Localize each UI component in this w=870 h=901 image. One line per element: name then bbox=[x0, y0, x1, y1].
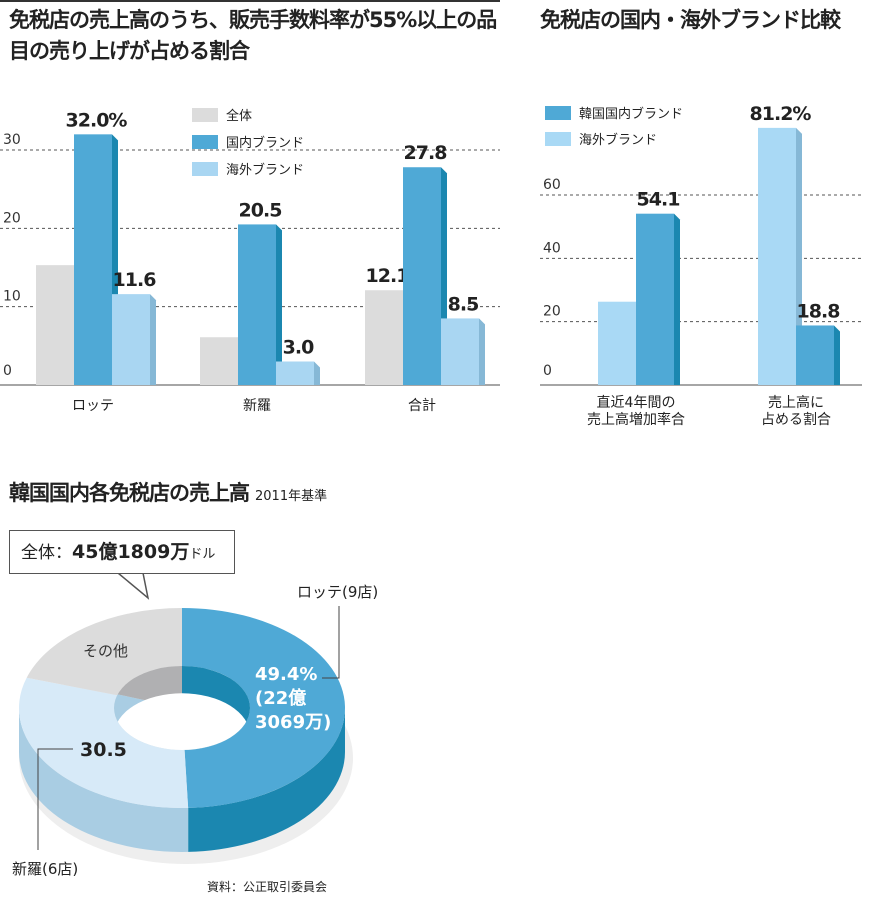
bar-value-label: 8.5 bbox=[448, 293, 479, 315]
y-tick-label: 0 bbox=[3, 363, 12, 379]
y-tick-label: 40 bbox=[543, 240, 561, 256]
source-note: 資料：公正取引委員会 bbox=[207, 880, 328, 894]
legend-label: 国内ブランド bbox=[226, 135, 304, 151]
legend-label: 韓国国内ブランド bbox=[579, 106, 683, 122]
chart3-title: 韓国国内各免税店の売上高 2011年基準 bbox=[9, 478, 327, 512]
y-tick-label: 0 bbox=[543, 363, 552, 379]
bar-side bbox=[276, 224, 282, 385]
bar-2-2 bbox=[441, 318, 479, 385]
bar-value-label: 81.2% bbox=[750, 103, 812, 125]
bar-side bbox=[796, 127, 802, 385]
x-category-label: 合計 bbox=[408, 398, 436, 414]
y-tick-label: 20 bbox=[3, 210, 21, 226]
bar-0-1 bbox=[74, 134, 112, 385]
x-category-label-line: 売上高増加率合 bbox=[587, 411, 685, 428]
y-tick-label: 10 bbox=[3, 289, 21, 305]
donut-wall-0 bbox=[188, 708, 345, 852]
donut-wall-1 bbox=[19, 708, 189, 852]
shilla-leader-line bbox=[37, 748, 73, 850]
legend-swatch bbox=[545, 106, 571, 120]
bar-value-label: 18.8 bbox=[797, 300, 841, 322]
x-category-label: 売上高に占める割合 bbox=[761, 394, 831, 428]
legend-label: 海外ブランド bbox=[226, 162, 304, 178]
hole-bottom bbox=[114, 693, 250, 750]
bar-0-1 bbox=[598, 301, 636, 385]
total-value: 45億1809万 bbox=[72, 541, 190, 563]
y-tick-label: 60 bbox=[543, 177, 561, 193]
bar-side bbox=[834, 325, 840, 385]
legend-label: 全体 bbox=[226, 108, 252, 124]
bar-1-0 bbox=[200, 337, 238, 385]
total-callout: 全体：45億1809万ドル bbox=[9, 530, 235, 574]
donut-slice-1 bbox=[19, 677, 189, 808]
shilla-value-label: 30.5 bbox=[80, 739, 127, 761]
bar-1-2 bbox=[276, 361, 314, 385]
bar-2-1 bbox=[403, 167, 441, 385]
legend-swatch bbox=[192, 108, 218, 122]
x-category-label: 新羅 bbox=[243, 398, 271, 414]
bar-side bbox=[150, 294, 156, 385]
y-tick-label: 20 bbox=[543, 304, 561, 320]
legend-label: 海外ブランド bbox=[579, 132, 657, 148]
bar-1-1 bbox=[758, 127, 796, 385]
legend-swatch bbox=[545, 132, 571, 146]
bar-0-2 bbox=[112, 294, 150, 385]
bar-1-0 bbox=[796, 325, 834, 385]
chart2-title: 免税店の国内・海外ブランド比較 bbox=[540, 8, 841, 32]
total-label: 全体： bbox=[21, 543, 72, 563]
donut-slice-0 bbox=[182, 608, 346, 808]
bar-side bbox=[314, 361, 320, 385]
bar-2-0 bbox=[365, 290, 403, 385]
x-category-label-line: 売上高に bbox=[768, 394, 824, 411]
bar-value-label: 12.1 bbox=[366, 265, 409, 287]
shilla-name-label: 新羅(6店) bbox=[12, 860, 78, 878]
legend-swatch bbox=[192, 162, 218, 176]
bar-value-label: 20.5 bbox=[239, 199, 282, 221]
y-tick-label: 30 bbox=[3, 132, 21, 148]
chart3-title-text: 韓国国内各免税店の売上高 bbox=[9, 481, 250, 505]
bar-side bbox=[479, 318, 485, 385]
callout-pointer bbox=[115, 572, 150, 600]
x-category-label-line: 直近4年間の bbox=[597, 394, 676, 411]
x-category-label-line: 占める割合 bbox=[761, 411, 831, 428]
chart3-subtitle: 2011年基準 bbox=[255, 489, 328, 504]
bar-value-label: 27.8 bbox=[404, 142, 448, 164]
legend-swatch bbox=[192, 135, 218, 149]
top-rule bbox=[0, 0, 500, 2]
bar-value-label: 3.0 bbox=[283, 337, 314, 359]
lotte-name-label: ロッテ(9店) bbox=[297, 583, 378, 601]
bar-value-label: 11.6 bbox=[113, 269, 157, 291]
chart1-title: 免税店の売上高のうち、販売手数料率が55%以上の品目の売り上げが占める割合 bbox=[9, 8, 497, 63]
x-category-label: 直近4年間の売上高増加率合 bbox=[587, 394, 685, 428]
lotte-value-label: 49.4% (22億 3069万) bbox=[255, 664, 331, 733]
bar-value-label: 32.0% bbox=[66, 109, 128, 131]
donut-slice-2 bbox=[26, 608, 182, 696]
lotte-value-label-line: 3069万) bbox=[255, 712, 331, 733]
other-name-label: その他 bbox=[83, 642, 128, 660]
lotte-leader-line bbox=[322, 606, 340, 679]
total-unit: ドル bbox=[189, 547, 216, 562]
x-category-label: ロッテ bbox=[72, 398, 114, 414]
bar-0-0 bbox=[636, 213, 674, 385]
lotte-value-label-line: (22億 bbox=[255, 687, 306, 709]
bar-side bbox=[674, 213, 680, 385]
bar-1-1 bbox=[238, 224, 276, 385]
bar-0-0 bbox=[36, 265, 74, 385]
bar-value-label: 54.1 bbox=[637, 189, 680, 211]
lotte-value-label-line: 49.4% bbox=[255, 664, 317, 685]
